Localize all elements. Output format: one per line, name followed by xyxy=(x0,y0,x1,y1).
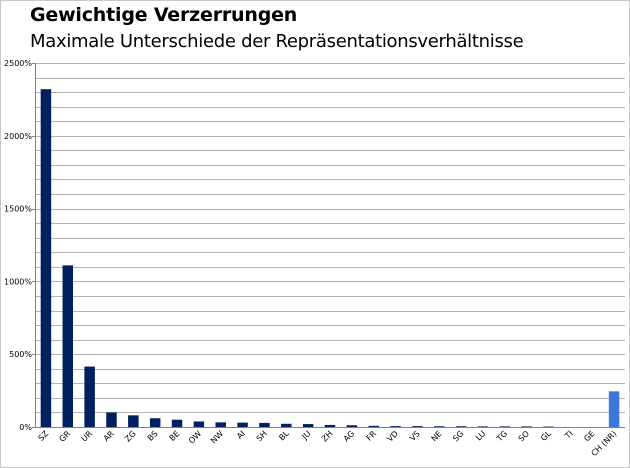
bar-zg xyxy=(128,415,139,427)
x-tick-label: LU xyxy=(474,429,487,442)
bar-bl xyxy=(281,423,292,427)
x-tick-label: NE xyxy=(429,429,443,443)
x-tick-label: SH xyxy=(255,429,269,443)
y-tick-label: 1000% xyxy=(4,277,32,286)
bar-lu xyxy=(477,426,489,427)
x-tick-label: BS xyxy=(146,429,160,443)
bar-vs xyxy=(412,426,423,427)
bar-zh xyxy=(324,424,336,427)
y-axis: 0% 500% 1000% 1500% 2000% 2500% xyxy=(4,59,36,432)
bar-sg xyxy=(455,426,467,427)
x-tick-label: GE xyxy=(582,429,596,443)
y-tick-label: 0% xyxy=(19,423,32,432)
x-tick-label: GR xyxy=(58,429,73,444)
x-tick-label: JU xyxy=(300,429,313,442)
bar-fr xyxy=(368,425,379,427)
bar-ur xyxy=(84,366,95,427)
x-tick-label: BE xyxy=(168,429,182,443)
x-tick-label: AI xyxy=(235,429,247,441)
bar-ju xyxy=(302,424,314,427)
x-axis: SZ GR UR AR ZG BS BE OW NW AI SH BL JU ZH AG FR VD VS NE SG… xyxy=(35,427,625,458)
x-tick-label: OW xyxy=(187,429,203,445)
x-tick-label: GL xyxy=(539,429,553,443)
x-tick-label: TG xyxy=(494,429,509,444)
x-tick-label: FR xyxy=(365,429,379,443)
y-tick-label: 1500% xyxy=(4,205,32,214)
x-tick-label: ZH xyxy=(320,429,334,443)
bar-be xyxy=(171,419,183,427)
bar-gr xyxy=(62,265,74,427)
bar-ch-nr xyxy=(608,391,620,427)
bars xyxy=(40,89,620,427)
x-tick-label: AR xyxy=(102,429,116,443)
bar-ne xyxy=(434,426,445,427)
bar-tg xyxy=(499,426,511,427)
bar-sz xyxy=(40,89,52,427)
gridlines xyxy=(35,63,625,413)
x-tick-label: SO xyxy=(517,429,531,443)
bar-ai xyxy=(237,422,248,427)
y-tick-label: 2500% xyxy=(4,59,32,68)
bar-vd xyxy=(390,426,401,427)
bar-sh xyxy=(259,422,270,427)
chart-subtitle: Maximale Unterschiede der Repräsentation… xyxy=(30,31,524,52)
x-tick-label: TI xyxy=(563,429,575,441)
x-tick-label: AG xyxy=(342,429,357,444)
x-tick-label: VS xyxy=(408,429,422,443)
bar-nw xyxy=(215,422,226,427)
bar-ar xyxy=(106,412,117,427)
y-tick-label: 2000% xyxy=(4,132,32,141)
bar-ag xyxy=(346,425,358,427)
x-tick-label: NW xyxy=(209,429,225,445)
y-tick-label: 500% xyxy=(9,350,32,359)
bar-ow xyxy=(193,421,205,427)
x-tick-label: SZ xyxy=(37,429,51,443)
x-tick-label: SG xyxy=(451,429,465,443)
x-tick-label: UR xyxy=(80,429,95,444)
bar-bs xyxy=(149,418,161,427)
chart-title: Gewichtige Verzerrungen xyxy=(30,4,298,26)
x-tick-label: VD xyxy=(385,429,400,444)
x-tick-label: BL xyxy=(277,429,291,443)
bar-so xyxy=(521,426,532,427)
x-tick-label: ZG xyxy=(123,429,138,444)
